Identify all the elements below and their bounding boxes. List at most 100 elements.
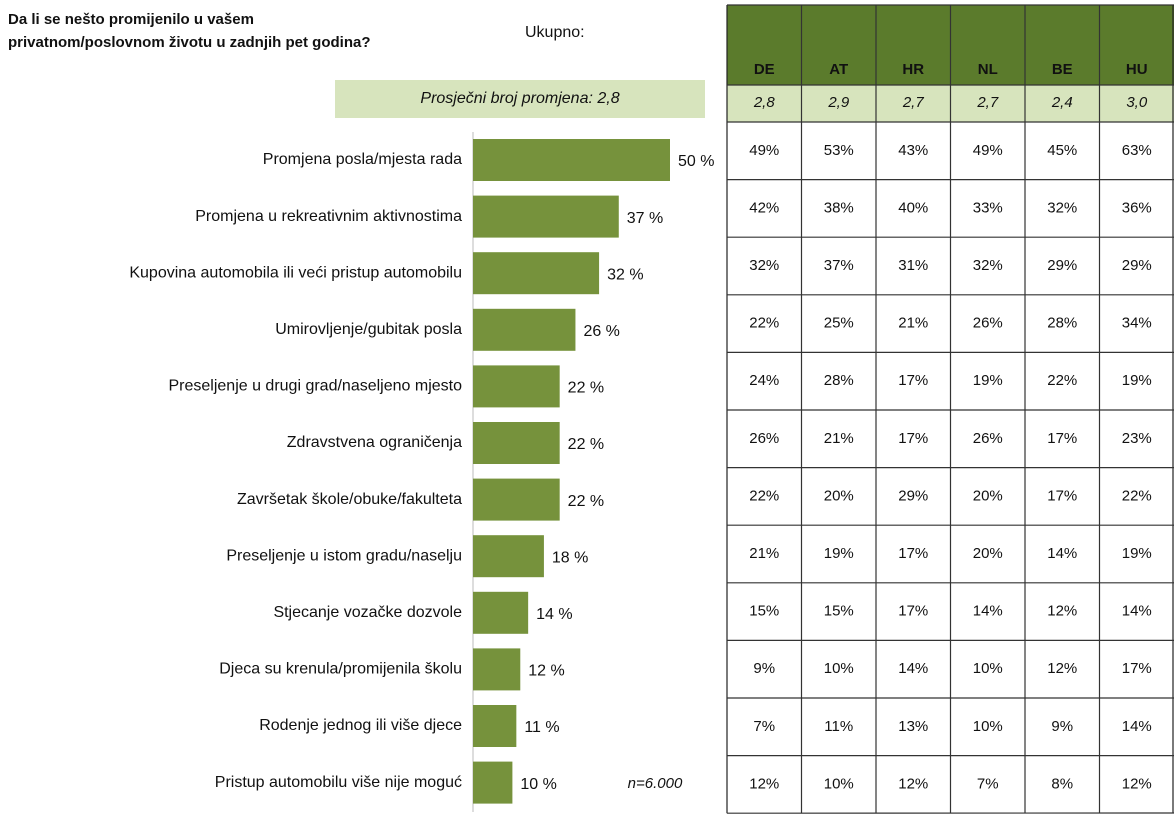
table-cell: 15% bbox=[749, 603, 779, 620]
table-cell: 10% bbox=[824, 775, 854, 792]
table-cell: 32% bbox=[973, 257, 1003, 274]
table-cell: 14% bbox=[973, 603, 1003, 620]
table-cell: 28% bbox=[1047, 315, 1077, 332]
bar bbox=[473, 195, 619, 238]
table-cell: 19% bbox=[1122, 372, 1152, 389]
table-average: 3,0 bbox=[1126, 94, 1148, 111]
table-cell: 53% bbox=[824, 142, 854, 159]
value-label: 14 % bbox=[536, 606, 572, 623]
bar bbox=[473, 591, 529, 634]
table-cell: 11% bbox=[824, 718, 853, 735]
table-cell: 63% bbox=[1122, 142, 1152, 159]
value-label: 22 % bbox=[568, 436, 604, 453]
table-cell: 17% bbox=[1047, 487, 1077, 504]
table-cell: 12% bbox=[1122, 775, 1152, 792]
value-label: 50 % bbox=[678, 153, 714, 170]
table-cell: 14% bbox=[1122, 718, 1152, 735]
table-header: AT bbox=[829, 61, 848, 78]
category-label: Stjecanje vozačke dozvole bbox=[273, 604, 462, 621]
title-line: privatnom/poslovnom životu u zadnjih pet… bbox=[8, 34, 371, 51]
table-cell: 33% bbox=[973, 199, 1003, 216]
table-cell: 40% bbox=[898, 199, 928, 216]
table-cell: 22% bbox=[1047, 372, 1077, 389]
table-cell: 12% bbox=[1047, 660, 1077, 677]
bar bbox=[473, 478, 560, 521]
value-label: 10 % bbox=[520, 776, 556, 793]
category-label: Promjena u rekreativnim aktivnostima bbox=[195, 208, 462, 225]
table-cell: 22% bbox=[749, 487, 779, 504]
table-header: HR bbox=[902, 61, 924, 78]
table-cell: 9% bbox=[1051, 718, 1073, 735]
bar bbox=[473, 365, 560, 408]
table-cell: 29% bbox=[1047, 257, 1077, 274]
table-cell: 14% bbox=[1122, 603, 1152, 620]
value-label: 11 % bbox=[524, 719, 559, 736]
table-cell: 17% bbox=[898, 430, 928, 447]
value-label: 12 % bbox=[528, 663, 564, 680]
category-label: Završetak škole/obuke/fakulteta bbox=[237, 491, 462, 508]
table-cell: 10% bbox=[973, 660, 1003, 677]
category-label: Djeca su krenula/promijenila školu bbox=[219, 661, 462, 678]
table-cell: 25% bbox=[824, 315, 854, 332]
table-cell: 19% bbox=[824, 545, 854, 562]
table-cell: 42% bbox=[749, 199, 779, 216]
table-cell: 29% bbox=[1122, 257, 1152, 274]
table-cell: 21% bbox=[898, 315, 928, 332]
table-cell: 34% bbox=[1122, 315, 1152, 332]
table-header: DE bbox=[754, 61, 775, 78]
value-label: 22 % bbox=[568, 493, 604, 510]
table-average: 2,4 bbox=[1051, 94, 1073, 111]
table-cell: 49% bbox=[749, 142, 779, 159]
table-cell: 10% bbox=[824, 660, 854, 677]
table-average: 2,8 bbox=[753, 94, 776, 111]
table-header: NL bbox=[978, 61, 998, 78]
table-header: BE bbox=[1052, 61, 1073, 78]
table-cell: 7% bbox=[977, 775, 999, 792]
table-cell: 23% bbox=[1122, 430, 1152, 447]
table-cell: 14% bbox=[1047, 545, 1077, 562]
average-box bbox=[335, 80, 705, 118]
table-cell: 9% bbox=[753, 660, 775, 677]
table-cell: 17% bbox=[898, 545, 928, 562]
table-cell: 7% bbox=[753, 718, 775, 735]
table-cell: 22% bbox=[1122, 487, 1152, 504]
table-cell: 14% bbox=[898, 660, 928, 677]
table-average: 2,7 bbox=[902, 94, 925, 111]
bar bbox=[473, 648, 521, 691]
bar bbox=[473, 761, 513, 804]
category-label: Preseljenje u drugi grad/naseljeno mjest… bbox=[168, 378, 462, 395]
value-label: 37 % bbox=[627, 210, 663, 227]
category-label: Promjena posla/mjesta rada bbox=[263, 151, 462, 168]
table-average: 2,9 bbox=[827, 94, 850, 111]
category-label: Pristup automobilu više nije moguć bbox=[215, 774, 462, 791]
table-cell: 12% bbox=[898, 775, 928, 792]
value-label: 18 % bbox=[552, 549, 588, 566]
category-label: Zdravstvena ograničenja bbox=[287, 434, 462, 451]
table-cell: 8% bbox=[1051, 775, 1073, 792]
bar bbox=[473, 422, 560, 464]
bar bbox=[473, 705, 517, 747]
table-cell: 12% bbox=[1047, 603, 1077, 620]
table-cell: 26% bbox=[973, 430, 1003, 447]
note: n=6.000 bbox=[628, 775, 683, 792]
table-cell: 20% bbox=[973, 545, 1003, 562]
table-cell: 22% bbox=[749, 315, 779, 332]
table-cell: 19% bbox=[1122, 545, 1152, 562]
bar bbox=[473, 139, 670, 181]
table-cell: 20% bbox=[824, 487, 854, 504]
table-cell: 17% bbox=[1122, 660, 1152, 677]
table-cell: 45% bbox=[1047, 142, 1077, 159]
total-label: Ukupno: bbox=[525, 24, 585, 41]
table-cell: 21% bbox=[749, 545, 779, 562]
table-cell: 10% bbox=[973, 718, 1003, 735]
table-cell: 12% bbox=[749, 775, 779, 792]
value-label: 32 % bbox=[607, 266, 643, 283]
bar bbox=[473, 252, 600, 295]
table-cell: 29% bbox=[898, 487, 928, 504]
average-label: Prosječni broj promjena: 2,8 bbox=[420, 90, 619, 107]
category-label: Rodenje jednog ili više djece bbox=[259, 717, 462, 734]
table-cell: 26% bbox=[973, 315, 1003, 332]
table-average: 2,7 bbox=[976, 94, 999, 111]
bar bbox=[473, 308, 576, 351]
